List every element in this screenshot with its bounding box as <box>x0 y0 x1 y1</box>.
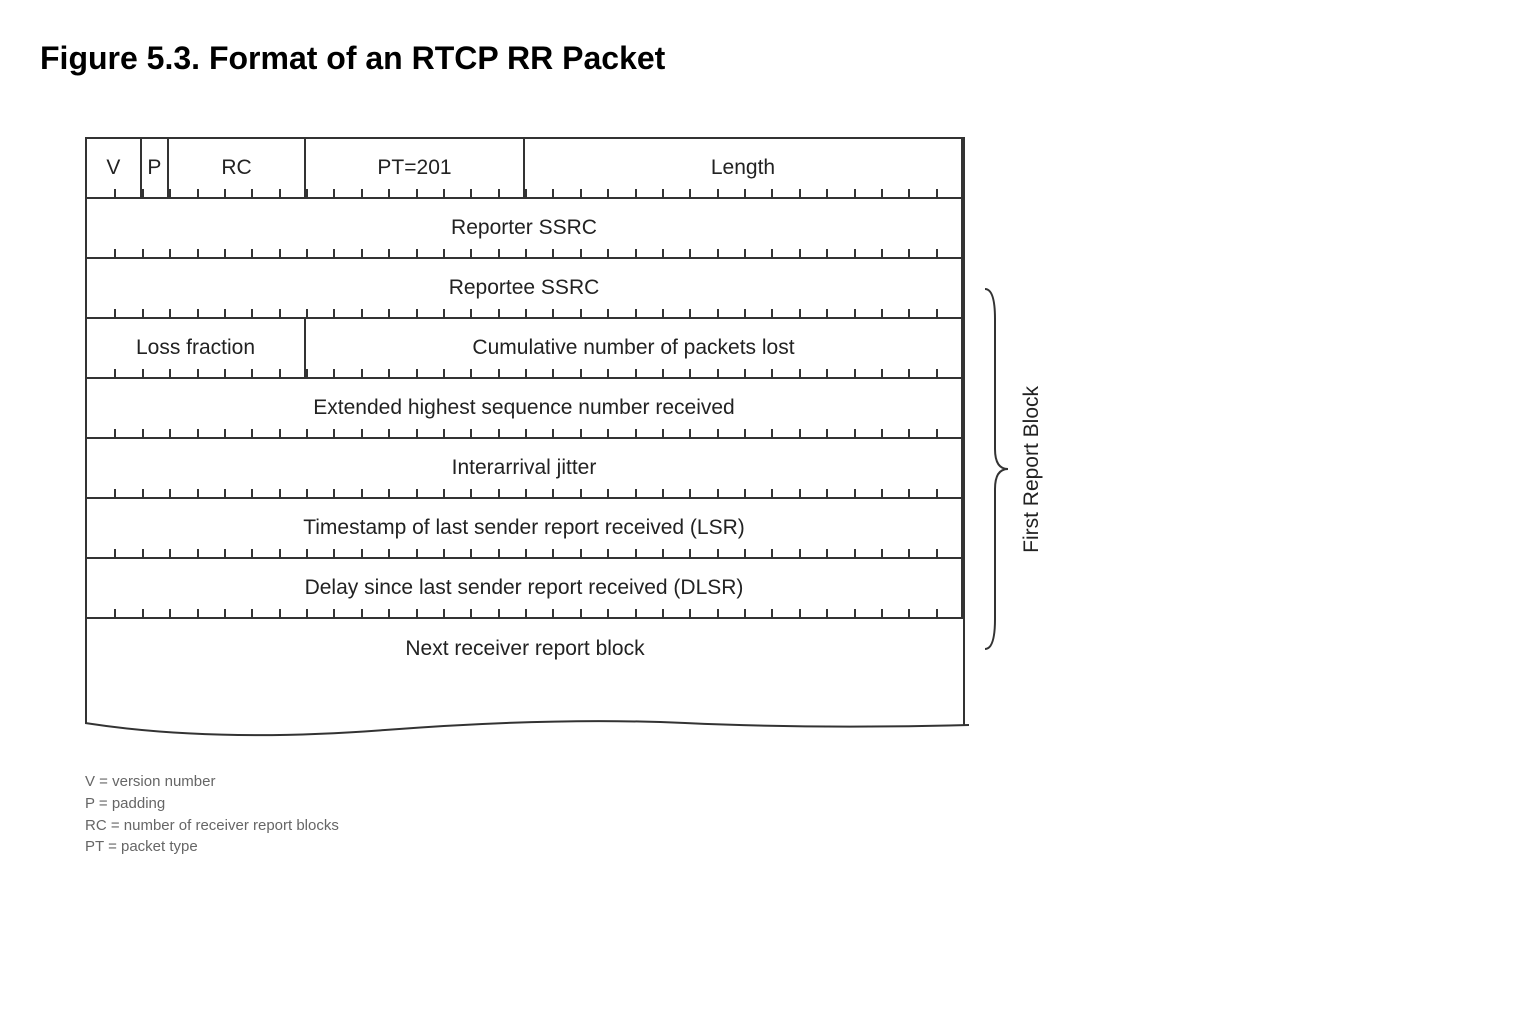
legend-item: RC = number of receiver report blocks <box>85 815 1498 837</box>
legend: V = version number P = padding RC = numb… <box>85 771 1498 858</box>
packet-row: Reporter SSRC <box>87 199 963 259</box>
packet-diagram: V P RC PT=201 Length Reporter SSRC Repor… <box>85 137 1498 741</box>
brace-icon <box>980 284 1010 654</box>
packet-row: Timestamp of last sender report received… <box>87 499 963 559</box>
legend-item: PT = packet type <box>85 836 1498 858</box>
bit-ticks <box>87 307 963 319</box>
bit-ticks <box>87 607 963 619</box>
packet-table: V P RC PT=201 Length Reporter SSRC Repor… <box>85 137 965 741</box>
packet-row: Interarrival jitter <box>87 439 963 499</box>
packet-row: Extended highest sequence number receive… <box>87 379 963 439</box>
bit-ticks <box>87 547 963 559</box>
packet-row-header: V P RC PT=201 Length <box>87 139 963 199</box>
bit-ticks <box>87 427 963 439</box>
bit-ticks <box>87 247 963 259</box>
brace-group: First Report Block <box>980 259 1044 679</box>
bit-ticks <box>87 367 963 379</box>
packet-row: Reportee SSRC <box>87 259 963 319</box>
legend-item: V = version number <box>85 771 1498 793</box>
packet-row: Delay since last sender report received … <box>87 559 963 619</box>
field-next-block: Next receiver report block <box>87 619 963 739</box>
brace-label: First Report Block <box>1020 386 1044 553</box>
figure-title: Figure 5.3. Format of an RTCP RR Packet <box>40 40 1498 77</box>
legend-item: P = padding <box>85 793 1498 815</box>
packet-row: Loss fraction Cumulative number of packe… <box>87 319 963 379</box>
bit-ticks <box>87 187 963 199</box>
packet-row-last: Next receiver report block <box>87 619 963 739</box>
bit-ticks <box>87 487 963 499</box>
